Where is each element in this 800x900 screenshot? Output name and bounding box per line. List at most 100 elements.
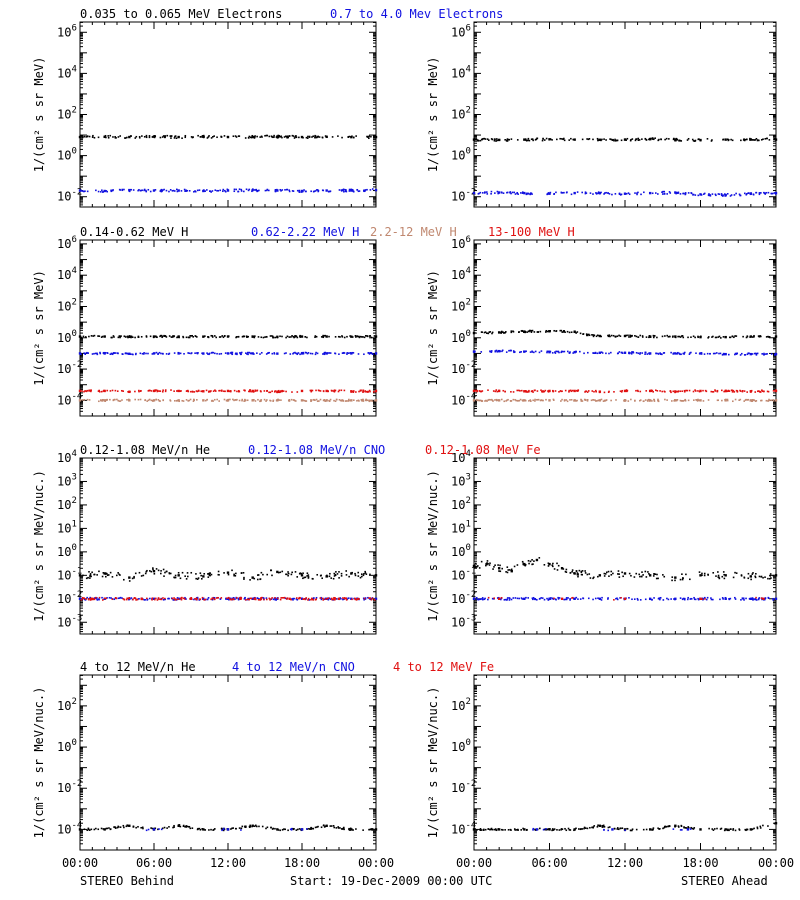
data-point <box>607 570 610 573</box>
data-point <box>115 574 118 577</box>
data-point <box>123 598 126 601</box>
data-point <box>588 138 591 140</box>
data-point <box>687 137 690 140</box>
data-point <box>760 399 762 402</box>
data-point <box>358 336 361 339</box>
data-point <box>257 598 260 601</box>
data-point <box>679 139 681 142</box>
data-point <box>116 826 119 829</box>
data-point <box>345 400 348 402</box>
data-point <box>743 576 746 579</box>
data-point <box>579 598 582 600</box>
data-point <box>555 350 557 353</box>
data-point <box>661 390 664 393</box>
data-point <box>735 192 737 195</box>
data-point <box>186 189 189 192</box>
data-point <box>343 336 346 339</box>
data-point <box>671 400 673 402</box>
data-point <box>521 560 524 563</box>
data-point <box>514 398 516 401</box>
data-point <box>694 390 697 392</box>
data-point <box>592 335 595 338</box>
data-point <box>348 575 350 578</box>
data-point <box>160 188 163 191</box>
data-point <box>254 189 256 191</box>
data-point <box>86 596 88 599</box>
data-point <box>276 391 278 394</box>
data-point <box>110 352 113 355</box>
data-point <box>600 398 603 401</box>
data-point <box>717 336 720 338</box>
data-point <box>323 353 326 356</box>
data-point <box>358 400 360 402</box>
data-point <box>657 139 660 142</box>
data-point <box>563 191 565 194</box>
data-point <box>542 390 544 392</box>
data-point <box>184 596 186 599</box>
data-point <box>374 399 378 402</box>
data-point <box>526 192 528 195</box>
data-point <box>600 191 602 194</box>
data-point <box>738 399 740 401</box>
data-point <box>509 400 512 402</box>
data-point <box>263 390 266 392</box>
data-point <box>168 335 171 337</box>
data-point <box>574 330 576 333</box>
y-tick-label: 10-4 <box>451 391 476 407</box>
data-point <box>758 139 760 142</box>
data-point <box>343 190 345 193</box>
data-point <box>746 391 748 393</box>
data-point <box>179 577 182 580</box>
data-point <box>294 351 296 354</box>
data-point <box>664 398 666 401</box>
data-point <box>138 389 140 392</box>
data-point <box>329 190 332 193</box>
data-point <box>314 353 317 356</box>
data-point <box>191 334 194 337</box>
data-point <box>601 138 603 141</box>
data-point <box>699 574 702 577</box>
data-point <box>293 336 295 339</box>
data-point <box>521 399 524 402</box>
data-point <box>521 598 524 600</box>
data-point <box>506 138 509 140</box>
data-point <box>694 194 697 196</box>
data-point <box>274 390 277 392</box>
data-point <box>231 351 234 354</box>
data-point <box>721 575 724 578</box>
data-point <box>206 137 209 139</box>
data-point <box>262 598 265 601</box>
data-point <box>307 352 310 354</box>
data-point <box>620 391 623 393</box>
data-point <box>597 597 599 599</box>
data-point <box>173 824 175 827</box>
data-point <box>698 390 701 393</box>
data-point <box>756 139 759 141</box>
data-point <box>338 189 341 191</box>
data-point <box>281 597 284 599</box>
data-point <box>747 572 750 575</box>
axis-frame <box>473 21 777 208</box>
data-point <box>627 334 629 337</box>
data-point <box>352 190 355 192</box>
data-point <box>610 138 612 141</box>
data-point <box>266 390 268 392</box>
y-tick-label: 100 <box>451 329 471 345</box>
data-point <box>729 195 732 197</box>
axis-frame <box>79 21 377 208</box>
data-point <box>676 399 679 401</box>
y-tick-label: 100 <box>451 543 471 559</box>
data-point <box>163 597 166 600</box>
data-point <box>485 332 488 334</box>
data-point <box>290 336 292 338</box>
data-point <box>763 390 765 393</box>
data-point <box>357 571 360 574</box>
data-point <box>355 828 357 830</box>
series-points <box>78 389 378 394</box>
data-point <box>732 576 735 579</box>
data-point <box>772 399 774 401</box>
data-point <box>298 189 301 192</box>
data-point <box>310 598 312 601</box>
data-point <box>486 562 488 564</box>
data-point <box>764 193 767 195</box>
